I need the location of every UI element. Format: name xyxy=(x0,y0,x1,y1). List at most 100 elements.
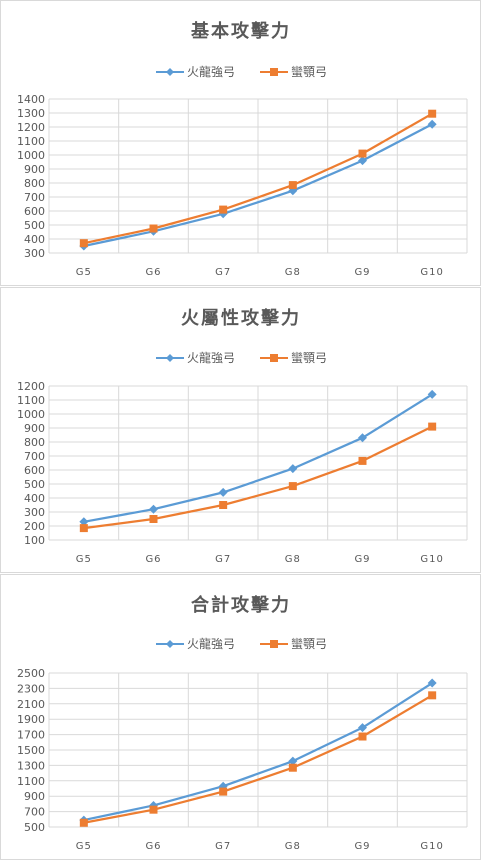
series-line-2 xyxy=(83,112,433,245)
data-point-diamond xyxy=(288,756,298,766)
chart-svg: 合計攻擊力 火龍強弓 蠻顎弓 500 700 900 1100 1300 1500 1700… xyxy=(17,594,468,852)
data-point-diamond xyxy=(288,464,298,474)
data-point-square xyxy=(288,763,297,772)
series-line-1 xyxy=(83,123,433,248)
data-point-square xyxy=(79,818,88,827)
chart-svg: 基本攻擊力 火龍強弓 蠻顎弓 3004005006007008009001000… xyxy=(17,20,468,278)
y-tick-label: 1300 xyxy=(17,759,45,772)
legend-marker-diamond xyxy=(166,68,174,76)
x-tick-label: G6 xyxy=(145,267,161,278)
legend-label-series-2: 蠻顎弓 xyxy=(291,350,327,365)
y-tick-label: 1900 xyxy=(17,713,45,726)
data-point-square xyxy=(79,524,88,533)
data-point-diamond xyxy=(427,119,437,129)
data-point-square xyxy=(428,109,437,118)
x-tick-label: G10 xyxy=(420,267,443,278)
x-tick-label: G10 xyxy=(420,554,443,565)
y-tick-label: 1300 xyxy=(17,107,45,120)
y-tick-label: 300 xyxy=(24,506,45,519)
y-tick-label: 1700 xyxy=(17,729,45,742)
legend-marker-square xyxy=(270,640,278,648)
legend-marker-diamond xyxy=(166,640,174,648)
y-tick-label: 900 xyxy=(24,163,45,176)
y-tick-label: 500 xyxy=(24,478,45,491)
plot-area: 500 700 900 1100 1300 1500 1700 1900 2100 2300 250… xyxy=(17,667,468,852)
y-tick-label: 600 xyxy=(24,205,45,218)
chart-panel-fire-attack: 火屬性攻擊力 火龍強弓 蠻顎弓 100 200 300 400 500 600 700 800… xyxy=(0,287,481,573)
legend-label-series-1: 火龍強弓 xyxy=(187,636,235,651)
y-tick-label: 1100 xyxy=(17,394,45,407)
data-point-square xyxy=(79,239,88,248)
x-tick-label: G6 xyxy=(145,554,161,565)
x-tick-label: G10 xyxy=(420,841,443,852)
x-tick-label: G9 xyxy=(354,841,370,852)
data-point-square xyxy=(358,732,367,741)
data-point-square xyxy=(149,515,158,523)
y-tick-label: 1200 xyxy=(17,380,45,393)
data-point-square xyxy=(358,456,367,465)
y-tick-label: 700 xyxy=(24,191,45,204)
legend-label-series-2: 蠻顎弓 xyxy=(291,636,327,651)
y-tick-label: 500 xyxy=(24,219,45,232)
series-line-2 xyxy=(83,694,433,824)
data-point-diamond xyxy=(79,517,89,527)
x-tick-label: G6 xyxy=(145,841,161,852)
plot-area: 3004005006007008009001000110012001300140… xyxy=(17,93,468,278)
data-point-square xyxy=(219,501,228,509)
x-tick-label: G7 xyxy=(215,554,231,565)
chart-title: 火屬性攻擊力 xyxy=(181,307,301,329)
series-line-1 xyxy=(83,682,433,822)
y-tick-label: 600 xyxy=(24,464,45,477)
data-point-square xyxy=(288,181,297,190)
data-point-diamond xyxy=(358,433,367,443)
y-tick-label: 300 xyxy=(24,247,45,260)
y-tick-label: 2300 xyxy=(17,682,45,695)
data-point-square xyxy=(149,805,158,814)
x-tick-label: G7 xyxy=(215,841,231,852)
x-tick-label: G9 xyxy=(354,554,370,565)
chart-title: 基本攻擊力 xyxy=(190,20,291,42)
y-tick-label: 800 xyxy=(24,177,45,190)
data-point-square xyxy=(288,482,297,491)
x-tick-label: G8 xyxy=(285,267,301,278)
chart-panel-base-attack: 基本攻擊力 火龍強弓 蠻顎弓 300 400 500 600 700 800 900 1000… xyxy=(0,0,481,286)
legend-label-series-2: 蠻顎弓 xyxy=(291,64,327,79)
data-point-diamond xyxy=(427,678,437,688)
x-tick-label: G8 xyxy=(285,554,301,565)
chart-title: 合計攻擊力 xyxy=(191,594,291,616)
y-tick-label: 1200 xyxy=(17,121,45,134)
legend: 火龍強弓 蠻顎弓 xyxy=(156,636,327,651)
data-point-diamond xyxy=(358,723,367,733)
data-point-diamond xyxy=(218,487,228,497)
x-tick-label: G8 xyxy=(285,841,301,852)
data-point-diamond xyxy=(358,156,367,166)
y-tick-label: 1500 xyxy=(17,744,45,757)
data-point-square xyxy=(358,149,367,158)
y-tick-label: 400 xyxy=(24,492,45,505)
data-point-square xyxy=(219,787,228,796)
y-tick-label: 1000 xyxy=(17,408,45,421)
series-line-1 xyxy=(83,393,433,523)
data-point-square xyxy=(149,224,158,233)
y-tick-label: 100 xyxy=(24,534,45,547)
y-tick-label: 500 xyxy=(24,821,45,834)
legend-label-series-1: 火龍強弓 xyxy=(187,350,235,365)
y-tick-label: 2100 xyxy=(17,698,45,711)
y-tick-label: 1100 xyxy=(17,135,45,148)
legend-marker-square xyxy=(270,68,278,76)
legend: 火龍強弓 蠻顎弓 xyxy=(156,350,327,365)
chart-panel-total-attack: 合計攻擊力 火龍強弓 蠻顎弓 500 700 900 1100 1300 1500 1700… xyxy=(0,574,481,860)
x-tick-label: G5 xyxy=(76,267,92,278)
data-point-square xyxy=(219,205,228,214)
y-tick-label: 900 xyxy=(24,790,45,803)
x-tick-label: G9 xyxy=(354,267,370,278)
y-tick-label: 800 xyxy=(24,436,45,449)
y-tick-label: 1400 xyxy=(17,93,45,106)
y-tick-label: 700 xyxy=(24,450,45,463)
y-tick-label: 700 xyxy=(24,806,45,819)
legend-label-series-1: 火龍強弓 xyxy=(187,64,235,79)
data-point-square xyxy=(428,691,437,700)
x-tick-label: G5 xyxy=(76,841,92,852)
x-tick-label: G5 xyxy=(76,554,92,565)
y-tick-label: 1000 xyxy=(17,149,45,162)
